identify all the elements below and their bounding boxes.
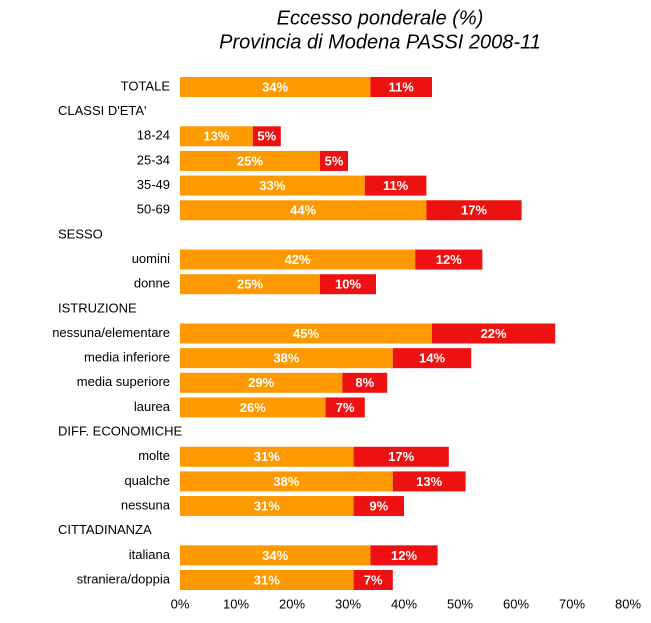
x-tick-label: 60% <box>503 596 529 611</box>
bar-segment <box>320 150 348 171</box>
data-label: 10% <box>335 277 361 292</box>
y-tick-label: molte <box>138 448 170 463</box>
x-tick-label: 20% <box>279 596 305 611</box>
bar-segment <box>353 446 449 467</box>
bar-segment <box>320 274 376 295</box>
data-label: 38% <box>273 351 299 366</box>
bar-segment <box>180 397 326 418</box>
y-tick-label: 18-24 <box>137 128 170 143</box>
bar-segment <box>180 348 393 369</box>
bar-segment <box>392 471 466 492</box>
y-tick-label: TOTALE <box>121 78 171 93</box>
bar-segment <box>180 175 365 196</box>
y-tick-label: 50-69 <box>137 202 170 217</box>
bar-segment <box>180 200 427 221</box>
bar-segment <box>370 545 438 566</box>
x-tick-label: 50% <box>447 596 473 611</box>
data-label: 14% <box>419 351 445 366</box>
data-label: 25% <box>237 153 263 168</box>
x-tick-label: 40% <box>391 596 417 611</box>
x-tick-label: 0% <box>171 596 190 611</box>
data-label: 13% <box>203 129 229 144</box>
bar-segment <box>180 372 343 393</box>
y-tick-label: uomini <box>132 251 170 266</box>
bar-segment <box>180 570 354 590</box>
data-label: 44% <box>290 203 316 218</box>
bar-segment <box>180 496 354 517</box>
x-tick-label: 30% <box>335 596 361 611</box>
data-label: 5% <box>257 129 276 144</box>
bar-segment <box>180 545 371 566</box>
bar-segment <box>180 77 371 97</box>
y-tick-label: media superiore <box>77 374 170 389</box>
bar-segment <box>353 496 404 517</box>
bar-segment <box>342 372 388 393</box>
data-label: 7% <box>364 572 383 587</box>
data-label: 11% <box>389 79 415 94</box>
y-tick-label: laurea <box>134 399 171 414</box>
x-tick-label: 70% <box>559 596 585 611</box>
data-label: 25% <box>237 277 263 292</box>
bar-segment <box>415 249 483 270</box>
y-tick-label: DIFF. ECONOMICHE <box>58 424 183 439</box>
data-label: 7% <box>336 400 355 415</box>
bar-segment <box>426 200 522 221</box>
bar-segment <box>392 348 472 369</box>
data-label: 33% <box>259 178 285 193</box>
y-tick-label: CLASSI D'ETA' <box>58 103 147 118</box>
y-tick-label: italiana <box>129 547 171 562</box>
bar-segment <box>180 446 354 467</box>
data-label: 45% <box>293 326 319 341</box>
y-tick-label: SESSO <box>58 226 103 241</box>
y-tick-label: nessuna/elementare <box>52 325 170 340</box>
y-tick-label: media inferiore <box>84 350 170 365</box>
data-label: 31% <box>254 498 280 513</box>
bar-segment <box>180 323 432 344</box>
bar-segment <box>370 77 432 97</box>
y-tick-label: 35-49 <box>137 177 170 192</box>
data-label: 5% <box>325 153 344 168</box>
chart-title: Eccesso ponderale (%) <box>277 7 484 29</box>
data-label: 42% <box>285 252 311 267</box>
y-tick-label: qualche <box>124 473 170 488</box>
x-tick-label: 10% <box>223 596 249 611</box>
data-label: 12% <box>436 252 462 267</box>
y-tick-label: straniera/doppia <box>77 571 171 586</box>
bar-segment <box>180 249 416 270</box>
data-label: 12% <box>391 548 417 563</box>
bar-segment <box>252 126 281 147</box>
data-label: 31% <box>254 449 280 464</box>
data-label: 22% <box>481 326 507 341</box>
bar-segment <box>325 397 365 418</box>
y-tick-label: ISTRUZIONE <box>58 300 137 315</box>
data-label: 29% <box>248 375 274 390</box>
data-label: 34% <box>262 548 288 563</box>
bar-segment <box>180 274 320 295</box>
data-label: 34% <box>262 79 288 94</box>
data-label: 8% <box>355 375 374 390</box>
data-label: 31% <box>254 572 280 587</box>
data-label: 11% <box>383 178 409 193</box>
x-tick-label: 80% <box>615 596 641 611</box>
bar-segment <box>432 323 556 344</box>
bar-segment <box>353 570 393 590</box>
data-label: 9% <box>369 498 388 513</box>
y-tick-label: donne <box>134 276 170 291</box>
data-label: 17% <box>388 449 414 464</box>
bar-segment <box>180 126 253 147</box>
chart-subtitle: Provincia di Modena PASSI 2008-11 <box>219 31 541 53</box>
y-tick-label: CITTADINANZA <box>58 522 152 537</box>
bar-segment <box>180 150 320 171</box>
data-label: 26% <box>240 400 266 415</box>
data-label: 38% <box>273 474 299 489</box>
data-label: 13% <box>416 474 442 489</box>
bar-segment <box>180 471 393 492</box>
y-tick-label: 25-34 <box>137 152 170 167</box>
data-label: 17% <box>461 203 487 218</box>
y-tick-label: nessuna <box>121 497 171 512</box>
bar-segment <box>364 175 427 196</box>
